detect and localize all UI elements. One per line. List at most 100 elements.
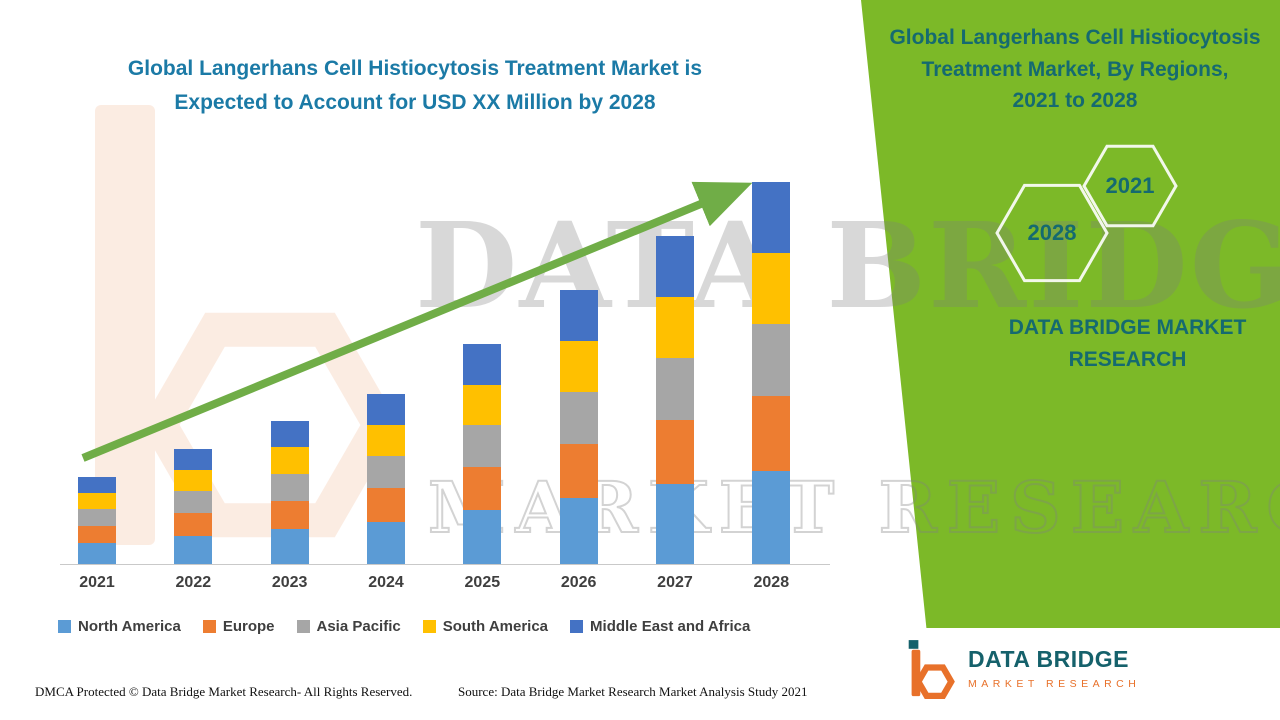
bar-2022 — [174, 449, 213, 564]
legend-swatch — [202, 620, 216, 633]
panel-title-line3: 2021 to 2028 — [1012, 89, 1138, 112]
bar-segment — [655, 235, 694, 297]
panel-title-line2: Treatment Market, By Regions, — [921, 57, 1229, 81]
legend-label: Asia Pacific — [316, 618, 401, 635]
databridge-logo-text: DATA BRIDGE MARKET RESEARCH — [968, 646, 1140, 690]
bar-2028 — [752, 182, 791, 564]
bar-segment — [78, 508, 116, 526]
x-axis-label: 2022 — [175, 574, 212, 591]
bar-2023 — [270, 421, 309, 564]
legend-swatch — [296, 620, 310, 633]
bar-segment — [366, 393, 405, 425]
bars-container — [60, 155, 830, 565]
logo-name: DATA BRIDGE — [968, 646, 1129, 672]
legend-item: North America — [58, 618, 181, 635]
source-note: Source: Data Bridge Market Research Mark… — [458, 684, 808, 699]
legend-item: South America — [422, 618, 549, 635]
bar-segment — [174, 512, 213, 536]
x-axis-label: 2023 — [271, 574, 308, 591]
bar-2025 — [463, 343, 502, 564]
bar-segment — [752, 471, 791, 564]
panel-title-line1: Global Langerhans Cell Histiocytosis — [889, 26, 1261, 49]
bar-segment — [270, 447, 309, 474]
bar-segment — [559, 497, 598, 564]
databridge-logo-icon — [908, 640, 955, 700]
bar-segment — [174, 535, 213, 564]
legend-label: Europe — [222, 618, 275, 635]
bar-segment — [752, 396, 791, 472]
bar-segment — [366, 522, 405, 564]
panel-brand-line2: RESEARCH — [1068, 347, 1187, 371]
page-title: Global Langerhans Cell Histiocytosis Tre… — [70, 52, 760, 119]
legend-swatch — [58, 620, 71, 633]
legend-swatch — [422, 620, 436, 633]
bar-segment — [270, 529, 309, 564]
bar-segment — [270, 501, 309, 530]
bar-segment — [366, 455, 405, 489]
x-axis-label: 2025 — [464, 574, 501, 591]
bar-segment — [174, 449, 213, 470]
bar-segment — [78, 477, 116, 493]
legend-label: South America — [442, 618, 549, 635]
year-hexagons-icon — [995, 144, 1178, 283]
x-axis-label: 2026 — [560, 574, 597, 591]
hexagon-year-2028: 2028 — [1027, 220, 1077, 245]
legend-item: Europe — [202, 618, 275, 635]
hexagon-2028-icon — [995, 183, 1109, 283]
hexagon-2021-icon — [1082, 144, 1178, 228]
bar-segment — [752, 324, 791, 397]
x-axis-line — [60, 564, 830, 565]
dmca-notice: DMCA Protected © Data Bridge Market Rese… — [35, 684, 413, 699]
legend: North America Europe Asia Pacific South Ame… — [58, 618, 848, 635]
legend-item: Middle East and Africa — [570, 618, 750, 635]
databridge-logo: DATA BRIDGE MARKET RESEARCH — [872, 628, 1280, 720]
bar-segment — [463, 384, 502, 426]
bar-segment — [559, 290, 598, 342]
stacked-bar-chart — [60, 155, 830, 565]
page-title-line1: Global Langerhans Cell Histiocytosis Tre… — [127, 57, 703, 80]
legend-item: Asia Pacific — [296, 618, 401, 635]
legend-swatch — [570, 620, 584, 633]
panel-brand-line1: DATA BRIDGE MARKET — [1008, 316, 1247, 339]
x-axis-labels: 2021 2022 2023 2024 2025 2026 2027 2028 — [60, 574, 830, 598]
bar-segment — [655, 358, 694, 421]
bar-segment — [559, 341, 598, 393]
bar-segment — [366, 488, 405, 523]
bar-segment — [78, 542, 116, 564]
bar-segment — [270, 473, 309, 502]
x-axis-label: 2027 — [657, 574, 693, 591]
bar-segment — [463, 467, 502, 511]
bar-segment — [655, 296, 694, 359]
bar-segment — [752, 182, 791, 253]
bar-2026 — [559, 290, 598, 564]
legend-label: Middle East and Africa — [590, 618, 751, 635]
bar-segment — [655, 484, 694, 564]
panel-title: Global Langerhans Cell Histiocytosis Tre… — [885, 22, 1265, 117]
bar-segment — [174, 490, 213, 513]
panel-brand-text: DATA BRIDGE MARKET RESEARCH — [965, 312, 1280, 375]
page-title-line2: Expected to Account for USD XX Million b… — [174, 90, 656, 114]
bar-segment — [78, 525, 116, 543]
bar-segment — [270, 421, 309, 448]
x-axis-label: 2021 — [79, 574, 115, 591]
bar-segment — [174, 469, 213, 491]
bar-2021 — [78, 477, 116, 564]
bar-segment — [655, 420, 694, 485]
logo-subtitle: MARKET RESEARCH — [968, 678, 1141, 690]
bar-segment — [752, 252, 791, 325]
bar-segment — [463, 343, 502, 385]
x-axis-label: 2024 — [368, 574, 404, 591]
bar-segment — [463, 510, 502, 564]
bar-segment — [78, 492, 116, 509]
x-axis-label: 2028 — [753, 574, 790, 591]
bar-2024 — [366, 393, 405, 564]
hexagon-year-2021: 2021 — [1105, 173, 1155, 198]
bar-2027 — [655, 235, 694, 564]
bar-segment — [559, 392, 598, 445]
legend-label: North America — [78, 618, 181, 635]
bar-segment — [366, 424, 405, 456]
bar-segment — [463, 425, 502, 468]
bar-segment — [559, 444, 598, 498]
